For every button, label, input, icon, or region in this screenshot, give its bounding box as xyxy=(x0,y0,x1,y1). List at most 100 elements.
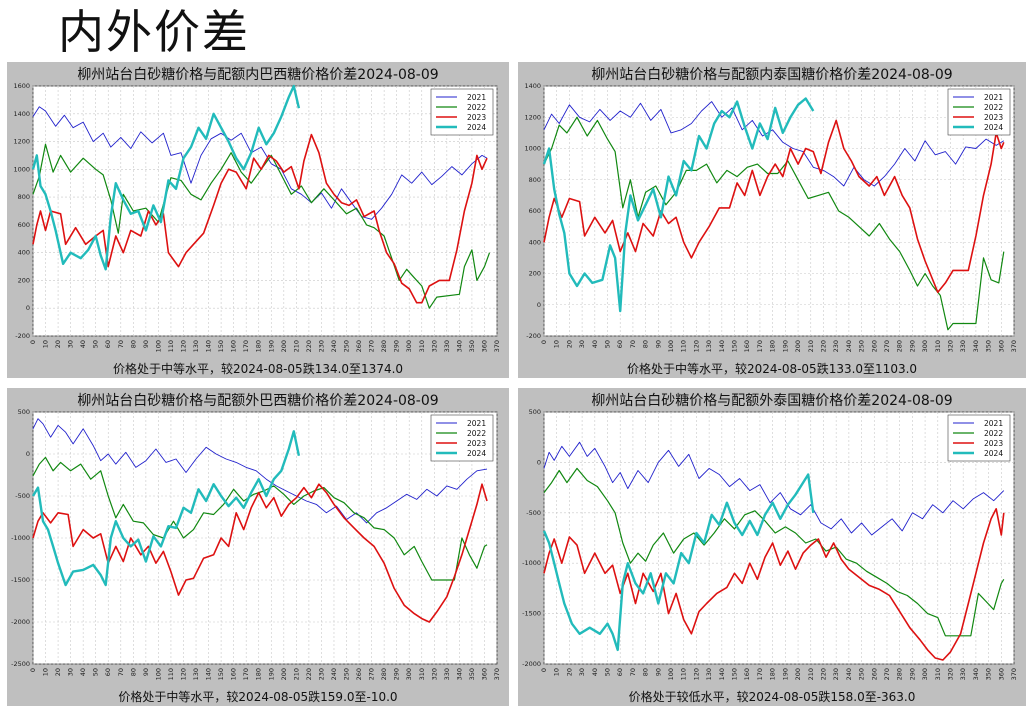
legend-label: 2022 xyxy=(467,103,486,112)
x-tick-label: 90 xyxy=(142,340,150,348)
plot-area xyxy=(32,85,498,337)
y-tick-label: -1500 xyxy=(522,610,541,618)
chart-svg: 柳州站台白砂糖价格与配额外泰国糖价格价差2024-08-09 0 10 20 30 40 5… xyxy=(522,392,1018,704)
x-tick-label: 170 xyxy=(756,668,764,680)
x-tick-label: 0 xyxy=(540,668,548,672)
legend-label: 2023 xyxy=(984,113,1003,122)
x-tick-label: 110 xyxy=(680,668,688,680)
x-tick-label: 40 xyxy=(79,668,87,676)
x-tick-label: 210 xyxy=(807,668,815,680)
x-tick-label: 80 xyxy=(642,340,650,348)
chart-svg: 柳州站台白砂糖价格与配额外巴西糖价格价差2024-08-09 0 10 20 30 40 5… xyxy=(11,392,501,704)
x-tick-label: 20 xyxy=(54,340,62,348)
x-tick-label: 300 xyxy=(921,668,929,680)
x-tick-label: 20 xyxy=(565,668,573,676)
x-tick-label: 110 xyxy=(167,340,175,352)
x-tick-label: 170 xyxy=(756,340,764,352)
x-tick-label: 350 xyxy=(985,340,993,352)
x-tick-label: 40 xyxy=(591,668,599,676)
x-tick-label: 350 xyxy=(468,340,476,352)
x-tick-label: 260 xyxy=(870,340,878,352)
chart-caption: 价格处于中等水平，较2024-08-05跌134.0至1374.0 xyxy=(113,361,403,376)
chart-caption: 价格处于较低水平，较2024-08-05跌158.0至-363.0 xyxy=(629,689,916,704)
x-tick-label: 290 xyxy=(908,340,916,352)
x-tick-label: 140 xyxy=(718,340,726,352)
x-tick-label: 80 xyxy=(129,668,137,676)
y-tick-label: 1000 xyxy=(524,145,541,153)
x-tick-label: 340 xyxy=(455,340,463,352)
series-line-2024 xyxy=(31,84,301,271)
x-tick-label: 60 xyxy=(616,340,624,348)
x-tick-label: 330 xyxy=(959,668,967,680)
y-tick-label: 0 xyxy=(537,301,541,309)
plot-area xyxy=(543,411,1015,665)
x-tick-label: 60 xyxy=(616,668,624,676)
x-tick-label: 120 xyxy=(179,668,187,680)
x-tick-label: 100 xyxy=(667,668,675,680)
series-line-2023 xyxy=(32,483,488,623)
y-tick-label: 1400 xyxy=(524,82,541,90)
x-tick-label: 10 xyxy=(553,340,561,348)
x-tick-label: 200 xyxy=(280,668,288,680)
y-tick-label: 1200 xyxy=(13,138,30,146)
x-tick-label: 230 xyxy=(832,340,840,352)
x-tick-label: 190 xyxy=(267,340,275,352)
x-tick-label: 130 xyxy=(705,340,713,352)
x-tick-label: 50 xyxy=(604,668,612,676)
x-tick-label: 150 xyxy=(217,340,225,352)
y-tick-label: 800 xyxy=(529,176,541,184)
x-tick-label: 280 xyxy=(896,340,904,352)
x-tick-label: 200 xyxy=(794,668,802,680)
x-tick-label: 240 xyxy=(330,340,338,352)
series-line-2023 xyxy=(543,508,1005,661)
y-tick-label: 0 xyxy=(26,450,30,458)
x-tick-label: 50 xyxy=(92,340,100,348)
x-tick-label: 20 xyxy=(54,668,62,676)
x-tick-label: 30 xyxy=(67,340,75,348)
chart-panel-3: 柳州站台白砂糖价格与配额外巴西糖价格价差2024-08-09 0 10 20 30 40 5… xyxy=(7,388,509,706)
x-tick-label: 190 xyxy=(781,340,789,352)
x-tick-label: 0 xyxy=(29,668,37,672)
x-tick-label: 330 xyxy=(443,668,451,680)
x-tick-label: 320 xyxy=(946,340,954,352)
x-tick-label: 180 xyxy=(769,668,777,680)
legend-label: 2024 xyxy=(984,449,1003,458)
y-tick-label: -1000 xyxy=(11,534,30,542)
x-tick-label: 270 xyxy=(368,340,376,352)
x-tick-label: 230 xyxy=(317,668,325,680)
x-tick-label: 330 xyxy=(443,340,451,352)
legend-label: 2023 xyxy=(467,439,486,448)
x-tick-label: 90 xyxy=(654,668,662,676)
x-tick-label: 220 xyxy=(305,340,313,352)
x-tick-label: 110 xyxy=(680,340,688,352)
x-tick-label: 180 xyxy=(255,668,263,680)
x-tick-label: 160 xyxy=(743,668,751,680)
y-tick-label: 1000 xyxy=(13,165,30,173)
y-tick-label: 1200 xyxy=(524,113,541,121)
series-line-2022 xyxy=(543,116,1005,331)
x-tick-label: 240 xyxy=(845,340,853,352)
series-line-2021 xyxy=(543,101,1005,187)
y-tick-label: 600 xyxy=(18,221,30,229)
x-tick-label: 250 xyxy=(343,668,351,680)
x-tick-label: 300 xyxy=(921,340,929,352)
x-tick-label: 250 xyxy=(343,340,351,352)
x-tick-label: 80 xyxy=(129,340,137,348)
chart-caption: 价格处于中等水平，较2024-08-05跌133.0至1103.0 xyxy=(627,361,917,376)
x-tick-label: 260 xyxy=(870,668,878,680)
x-tick-label: 350 xyxy=(985,668,993,680)
x-tick-label: 190 xyxy=(781,668,789,680)
chart-panel-2: 柳州站台白砂糖价格与配额内泰国糖价格价差2024-08-09 0 10 20 30 40 5… xyxy=(518,62,1026,378)
legend-label: 2021 xyxy=(984,93,1003,102)
x-tick-label: 10 xyxy=(553,668,561,676)
chart-title: 柳州站台白砂糖价格与配额外泰国糖价格价差2024-08-09 xyxy=(591,392,952,409)
x-tick-label: 70 xyxy=(629,340,637,348)
x-tick-label: 370 xyxy=(1010,668,1018,680)
x-tick-label: 140 xyxy=(205,340,213,352)
x-tick-label: 320 xyxy=(430,340,438,352)
x-tick-label: 220 xyxy=(819,668,827,680)
x-tick-label: 130 xyxy=(192,668,200,680)
chart-svg: 柳州站台白砂糖价格与配额内泰国糖价格价差2024-08-09 0 10 20 30 40 5… xyxy=(524,66,1018,376)
x-tick-label: 130 xyxy=(192,340,200,352)
x-tick-label: 320 xyxy=(946,668,954,680)
